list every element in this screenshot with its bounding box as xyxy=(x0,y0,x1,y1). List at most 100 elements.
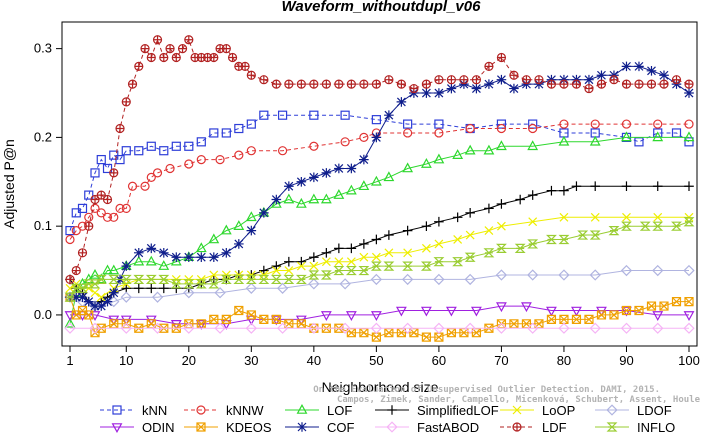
data-point xyxy=(589,269,601,281)
data-point xyxy=(120,322,132,334)
data-point xyxy=(558,135,570,146)
data-point xyxy=(259,314,269,324)
data-point xyxy=(171,52,181,63)
data-point xyxy=(345,184,357,195)
data-point xyxy=(683,322,695,334)
data-point xyxy=(109,168,119,178)
data-point xyxy=(296,256,307,267)
data-point xyxy=(158,283,169,294)
data-point xyxy=(558,269,570,281)
data-point xyxy=(215,154,225,165)
data-point xyxy=(208,233,220,244)
data-point xyxy=(546,314,557,324)
data-point xyxy=(333,265,345,276)
data-point xyxy=(495,243,507,253)
plot-area xyxy=(64,35,695,342)
data-point xyxy=(358,180,370,191)
data-point xyxy=(334,243,344,254)
series-kNNW xyxy=(65,119,694,245)
data-point xyxy=(221,44,231,54)
data-point xyxy=(140,44,150,54)
data-point xyxy=(221,247,232,258)
data-point xyxy=(220,320,232,330)
data-point xyxy=(84,221,94,231)
data-point xyxy=(546,79,557,89)
data-point xyxy=(371,79,381,89)
data-point xyxy=(515,194,525,205)
data-point xyxy=(652,311,664,321)
data-point xyxy=(170,255,182,266)
data-point xyxy=(196,137,206,147)
data-point xyxy=(546,306,557,317)
data-point xyxy=(271,314,281,324)
data-point xyxy=(620,322,633,334)
data-point xyxy=(320,311,332,321)
data-point xyxy=(309,172,319,183)
data-point xyxy=(621,61,632,72)
series-KDEOS xyxy=(65,292,694,342)
data-point xyxy=(420,306,432,317)
data-point xyxy=(495,322,508,334)
x-axis: 1 10 20 30 40 50 60 70 80 90 100 xyxy=(66,346,700,368)
y-axis: 0.0 0.1 0.2 0.3 xyxy=(34,41,62,322)
legend-label: kNN xyxy=(142,403,167,418)
data-point xyxy=(65,234,75,245)
data-point xyxy=(652,131,664,142)
data-point xyxy=(233,220,245,230)
data-point xyxy=(459,75,469,85)
data-point xyxy=(64,322,76,334)
data-point xyxy=(183,287,195,299)
data-point xyxy=(420,261,432,271)
legend-item-LDF: LDF xyxy=(500,420,567,434)
data-point xyxy=(559,185,569,196)
data-point xyxy=(64,317,76,328)
legend-marker xyxy=(512,405,522,415)
data-point xyxy=(196,154,206,165)
legend-label: LOF xyxy=(327,403,352,418)
data-point xyxy=(84,310,94,320)
data-point xyxy=(108,295,120,308)
data-point xyxy=(452,149,464,159)
x-tick-label: 70 xyxy=(494,353,508,368)
data-point xyxy=(240,61,250,71)
data-point xyxy=(309,141,319,151)
data-point xyxy=(246,310,256,320)
data-point xyxy=(171,141,181,151)
data-point xyxy=(71,226,81,236)
data-point xyxy=(284,79,294,89)
data-point xyxy=(339,278,351,290)
data-point xyxy=(596,310,607,320)
legend-label: ODIN xyxy=(142,420,175,434)
data-point xyxy=(509,70,519,80)
data-point xyxy=(496,199,507,209)
data-point xyxy=(234,239,244,249)
data-point xyxy=(89,322,101,334)
data-point xyxy=(158,260,170,270)
data-point xyxy=(308,278,320,290)
data-point xyxy=(152,168,163,178)
data-point xyxy=(102,163,113,174)
legend-marker xyxy=(606,404,618,416)
data-point xyxy=(528,123,538,134)
data-point xyxy=(496,123,507,134)
data-point xyxy=(334,163,344,174)
data-point xyxy=(259,265,269,276)
data-point xyxy=(371,332,381,342)
data-point xyxy=(89,268,101,279)
data-point xyxy=(102,212,113,222)
data-point xyxy=(146,283,157,294)
data-point xyxy=(684,297,694,307)
legend-label: kNNW xyxy=(226,403,264,418)
data-point xyxy=(371,115,381,125)
data-point xyxy=(596,79,607,89)
data-point xyxy=(371,234,382,245)
data-point xyxy=(276,322,289,334)
data-point xyxy=(496,74,507,85)
series-line-ODIN xyxy=(70,305,689,325)
data-point xyxy=(133,283,144,294)
legend-marker xyxy=(112,405,122,415)
legend-label: COF xyxy=(327,420,355,434)
data-point xyxy=(134,146,144,156)
data-point xyxy=(90,194,100,205)
x-tick-label: 60 xyxy=(432,353,446,368)
